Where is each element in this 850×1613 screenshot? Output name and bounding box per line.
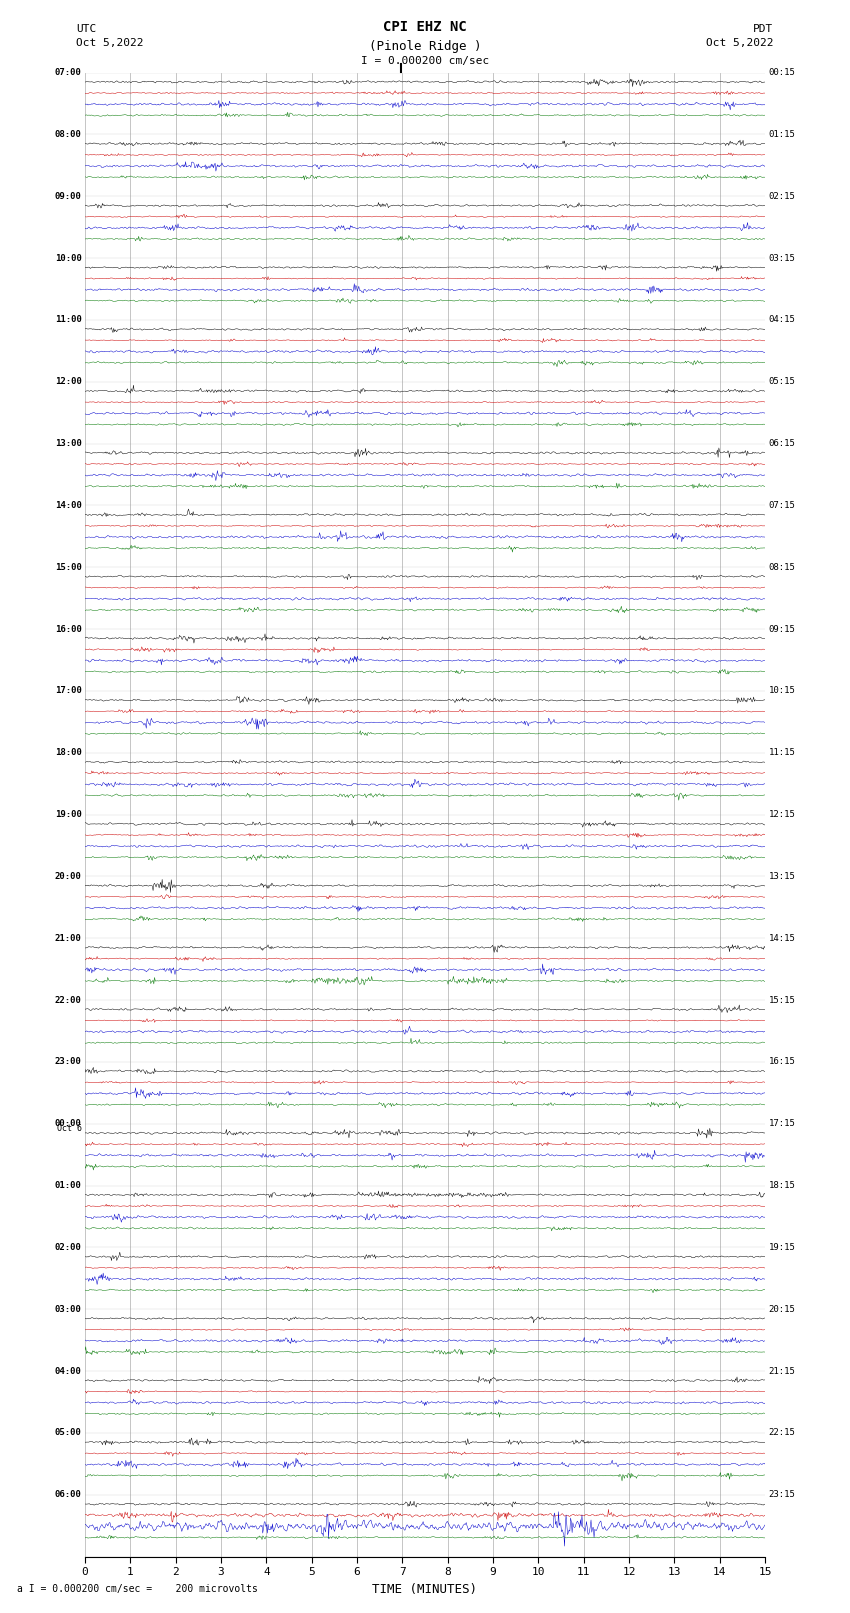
Text: 22:15: 22:15 [768,1429,796,1437]
Text: 20:00: 20:00 [54,873,82,881]
X-axis label: TIME (MINUTES): TIME (MINUTES) [372,1582,478,1595]
Text: Oct 5,2022: Oct 5,2022 [76,39,144,48]
Text: 12:15: 12:15 [768,810,796,819]
Text: 17:00: 17:00 [54,687,82,695]
Text: 02:00: 02:00 [54,1244,82,1252]
Text: 16:15: 16:15 [768,1058,796,1066]
Text: 12:00: 12:00 [54,377,82,386]
Text: 06:15: 06:15 [768,439,796,448]
Text: 15:15: 15:15 [768,995,796,1005]
Text: 02:15: 02:15 [768,192,796,200]
Text: 19:00: 19:00 [54,810,82,819]
Text: 03:00: 03:00 [54,1305,82,1313]
Text: 05:15: 05:15 [768,377,796,386]
Text: 15:00: 15:00 [54,563,82,571]
Text: 03:15: 03:15 [768,253,796,263]
Text: a I = 0.000200 cm/sec =    200 microvolts: a I = 0.000200 cm/sec = 200 microvolts [17,1584,258,1594]
Text: 09:15: 09:15 [768,624,796,634]
Text: Oct 5,2022: Oct 5,2022 [706,39,774,48]
Text: I = 0.000200 cm/sec: I = 0.000200 cm/sec [361,56,489,66]
Text: 07:15: 07:15 [768,502,796,510]
Text: 23:00: 23:00 [54,1058,82,1066]
Text: Oct 6: Oct 6 [57,1124,82,1132]
Text: 16:00: 16:00 [54,624,82,634]
Text: 08:00: 08:00 [54,131,82,139]
Text: 11:15: 11:15 [768,748,796,756]
Text: 00:15: 00:15 [768,68,796,77]
Text: 13:00: 13:00 [54,439,82,448]
Text: 07:00: 07:00 [54,68,82,77]
Text: CPI EHZ NC: CPI EHZ NC [383,19,467,34]
Text: 09:00: 09:00 [54,192,82,200]
Text: 04:15: 04:15 [768,316,796,324]
Text: 10:15: 10:15 [768,687,796,695]
Text: (Pinole Ridge ): (Pinole Ridge ) [369,40,481,53]
Text: 01:00: 01:00 [54,1181,82,1190]
Text: UTC: UTC [76,24,97,34]
Text: 18:00: 18:00 [54,748,82,756]
Text: 14:15: 14:15 [768,934,796,942]
Text: 04:00: 04:00 [54,1366,82,1376]
Text: 13:15: 13:15 [768,873,796,881]
Text: 10:00: 10:00 [54,253,82,263]
Text: 01:15: 01:15 [768,131,796,139]
Text: 00:00: 00:00 [54,1119,82,1127]
Text: 18:15: 18:15 [768,1181,796,1190]
Text: 08:15: 08:15 [768,563,796,571]
Text: 06:00: 06:00 [54,1490,82,1498]
Text: 21:00: 21:00 [54,934,82,942]
Text: 22:00: 22:00 [54,995,82,1005]
Text: 19:15: 19:15 [768,1244,796,1252]
Text: 11:00: 11:00 [54,316,82,324]
Text: 14:00: 14:00 [54,502,82,510]
Text: 05:00: 05:00 [54,1429,82,1437]
Text: 21:15: 21:15 [768,1366,796,1376]
Text: 20:15: 20:15 [768,1305,796,1313]
Text: PDT: PDT [753,24,774,34]
Text: 23:15: 23:15 [768,1490,796,1498]
Text: 17:15: 17:15 [768,1119,796,1127]
